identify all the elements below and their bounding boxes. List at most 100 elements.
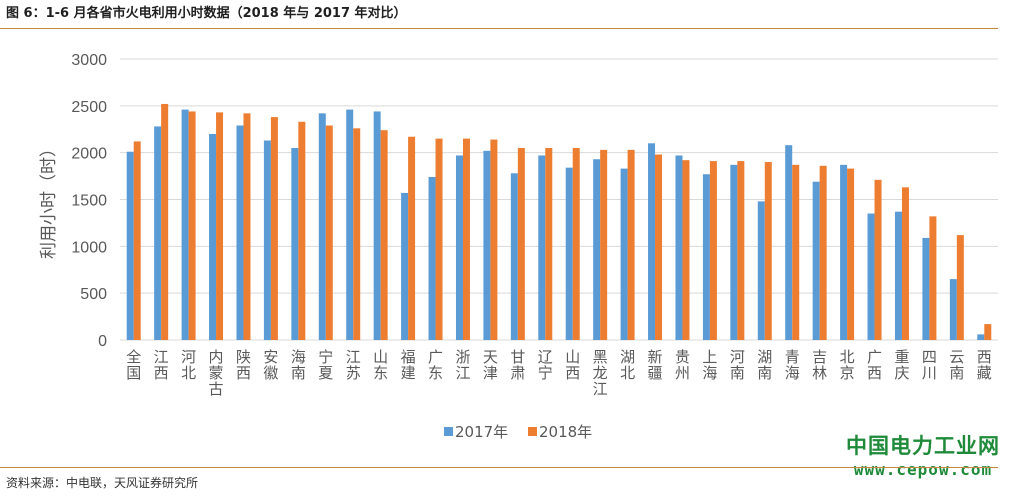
x-tick-label: 福建 xyxy=(401,348,416,382)
legend-label: 2018年 xyxy=(539,423,592,441)
x-tick-label: 贵州 xyxy=(675,348,690,382)
bar-2018 xyxy=(161,103,169,341)
x-tick-label: 天津 xyxy=(483,348,498,382)
bar-2018 xyxy=(216,112,224,340)
bar-2018 xyxy=(517,147,525,340)
bar-2018 xyxy=(600,149,608,340)
footer-divider xyxy=(0,467,998,468)
bar-2018 xyxy=(929,216,937,340)
bar-2017 xyxy=(428,177,436,340)
x-tick-label: 江苏 xyxy=(346,348,361,382)
y-axis-label: 利用小时（时） xyxy=(39,140,59,259)
bar-2017 xyxy=(593,159,601,340)
x-tick-label: 山东 xyxy=(373,348,388,382)
bar-2017 xyxy=(346,109,354,340)
x-tick-label: 上海 xyxy=(702,348,717,382)
legend-swatch-2017 xyxy=(444,427,453,436)
bar-2018 xyxy=(874,179,882,340)
bar-2018 xyxy=(572,147,580,340)
bar-2017 xyxy=(867,213,875,340)
y-tick-label: 1500 xyxy=(71,193,107,210)
watermark-url: www.cepow.com xyxy=(853,460,993,479)
bar-2017 xyxy=(263,140,271,340)
bar-2017 xyxy=(565,167,573,340)
bar-2018 xyxy=(737,161,745,340)
x-tick-label: 安徽 xyxy=(263,348,278,382)
bar-2018 xyxy=(243,113,251,341)
x-tick-label: 全国 xyxy=(126,348,141,382)
legend-swatch-2018 xyxy=(528,427,537,436)
x-tick-label: 山西 xyxy=(565,348,580,382)
bar-2017 xyxy=(840,164,848,340)
bar-2017 xyxy=(730,164,738,340)
x-tick-label: 河北 xyxy=(181,348,196,382)
bar-2017 xyxy=(675,155,683,340)
x-tick-label: 吉林 xyxy=(812,348,827,382)
bar-2017 xyxy=(538,155,546,340)
bar-2017 xyxy=(373,111,381,340)
watermark: 中国电力工业网 www.cepow.com xyxy=(846,430,1000,479)
bar-2018 xyxy=(984,324,992,340)
x-tick-label: 重庆 xyxy=(894,348,909,382)
x-tick-label: 青海 xyxy=(785,348,800,382)
y-tick-label: 500 xyxy=(80,286,107,303)
bar-2017 xyxy=(291,147,299,340)
bar-2017 xyxy=(510,173,518,340)
x-tick-label: 黑龙江 xyxy=(593,348,608,398)
bar-2018 xyxy=(408,136,416,340)
bar-2017 xyxy=(922,237,930,340)
bar-2018 xyxy=(792,164,800,340)
x-tick-label: 新疆 xyxy=(648,348,663,382)
bar-2018 xyxy=(133,141,141,340)
x-tick-label: 广西 xyxy=(867,348,882,382)
bar-2018 xyxy=(188,111,196,340)
bar-2017 xyxy=(894,211,902,340)
bar-2017 xyxy=(455,155,463,340)
bar-2017 xyxy=(785,145,793,340)
bar-2017 xyxy=(401,192,409,340)
x-tick-label: 西藏 xyxy=(977,348,992,382)
title-divider xyxy=(0,28,998,29)
bar-2018 xyxy=(545,147,553,340)
bar-2017 xyxy=(702,174,710,340)
y-tick-label: 2000 xyxy=(71,146,107,163)
bar-chart: 0 500 1000 1500 2000 2500 3000 利用小时（时） 全国江西河北内蒙古… xyxy=(39,52,998,441)
x-tick-label: 浙江 xyxy=(455,348,470,382)
bar-2017 xyxy=(181,109,189,340)
bar-2018 xyxy=(325,125,333,341)
legend-label: 2017年 xyxy=(455,423,508,441)
y-tick-label: 1000 xyxy=(71,239,107,256)
x-tick-label: 广东 xyxy=(428,348,443,382)
bar-2017 xyxy=(812,181,820,340)
bar-2018 xyxy=(709,161,717,340)
bar-2018 xyxy=(847,168,855,340)
bar-2017 xyxy=(209,133,217,340)
x-tick-label: 宁夏 xyxy=(318,348,333,382)
bar-2018 xyxy=(819,165,827,340)
bar-2017 xyxy=(977,334,985,340)
bar-2018 xyxy=(353,128,361,340)
bar-2017 xyxy=(236,125,244,341)
bar-2017 xyxy=(648,143,656,340)
x-tick-label: 甘肃 xyxy=(510,348,525,382)
bar-2018 xyxy=(435,138,443,340)
x-tick-label: 北京 xyxy=(840,348,855,382)
bar-2018 xyxy=(270,117,278,340)
x-tick-label: 四川 xyxy=(922,348,937,382)
bar-2018 xyxy=(380,130,388,340)
bar-2017 xyxy=(620,168,628,340)
bar-2018 xyxy=(764,162,772,340)
y-tick-label: 2500 xyxy=(71,99,107,116)
page-title: 图 6：1-6 月各省市火电利用小时数据（2018 年与 2017 年对比） xyxy=(6,6,407,21)
x-tick-label: 海南 xyxy=(291,348,306,382)
bar-2018 xyxy=(490,139,498,340)
y-tick-label: 0 xyxy=(98,333,107,350)
x-tick-label: 辽宁 xyxy=(538,348,553,382)
x-tick-label: 内蒙古 xyxy=(209,348,224,398)
bar-2018 xyxy=(901,187,909,340)
bar-2017 xyxy=(318,113,326,341)
bar-2017 xyxy=(949,279,957,340)
bar-2018 xyxy=(655,154,663,340)
y-tick-label: 3000 xyxy=(71,52,107,69)
bar-2018 xyxy=(682,160,690,340)
